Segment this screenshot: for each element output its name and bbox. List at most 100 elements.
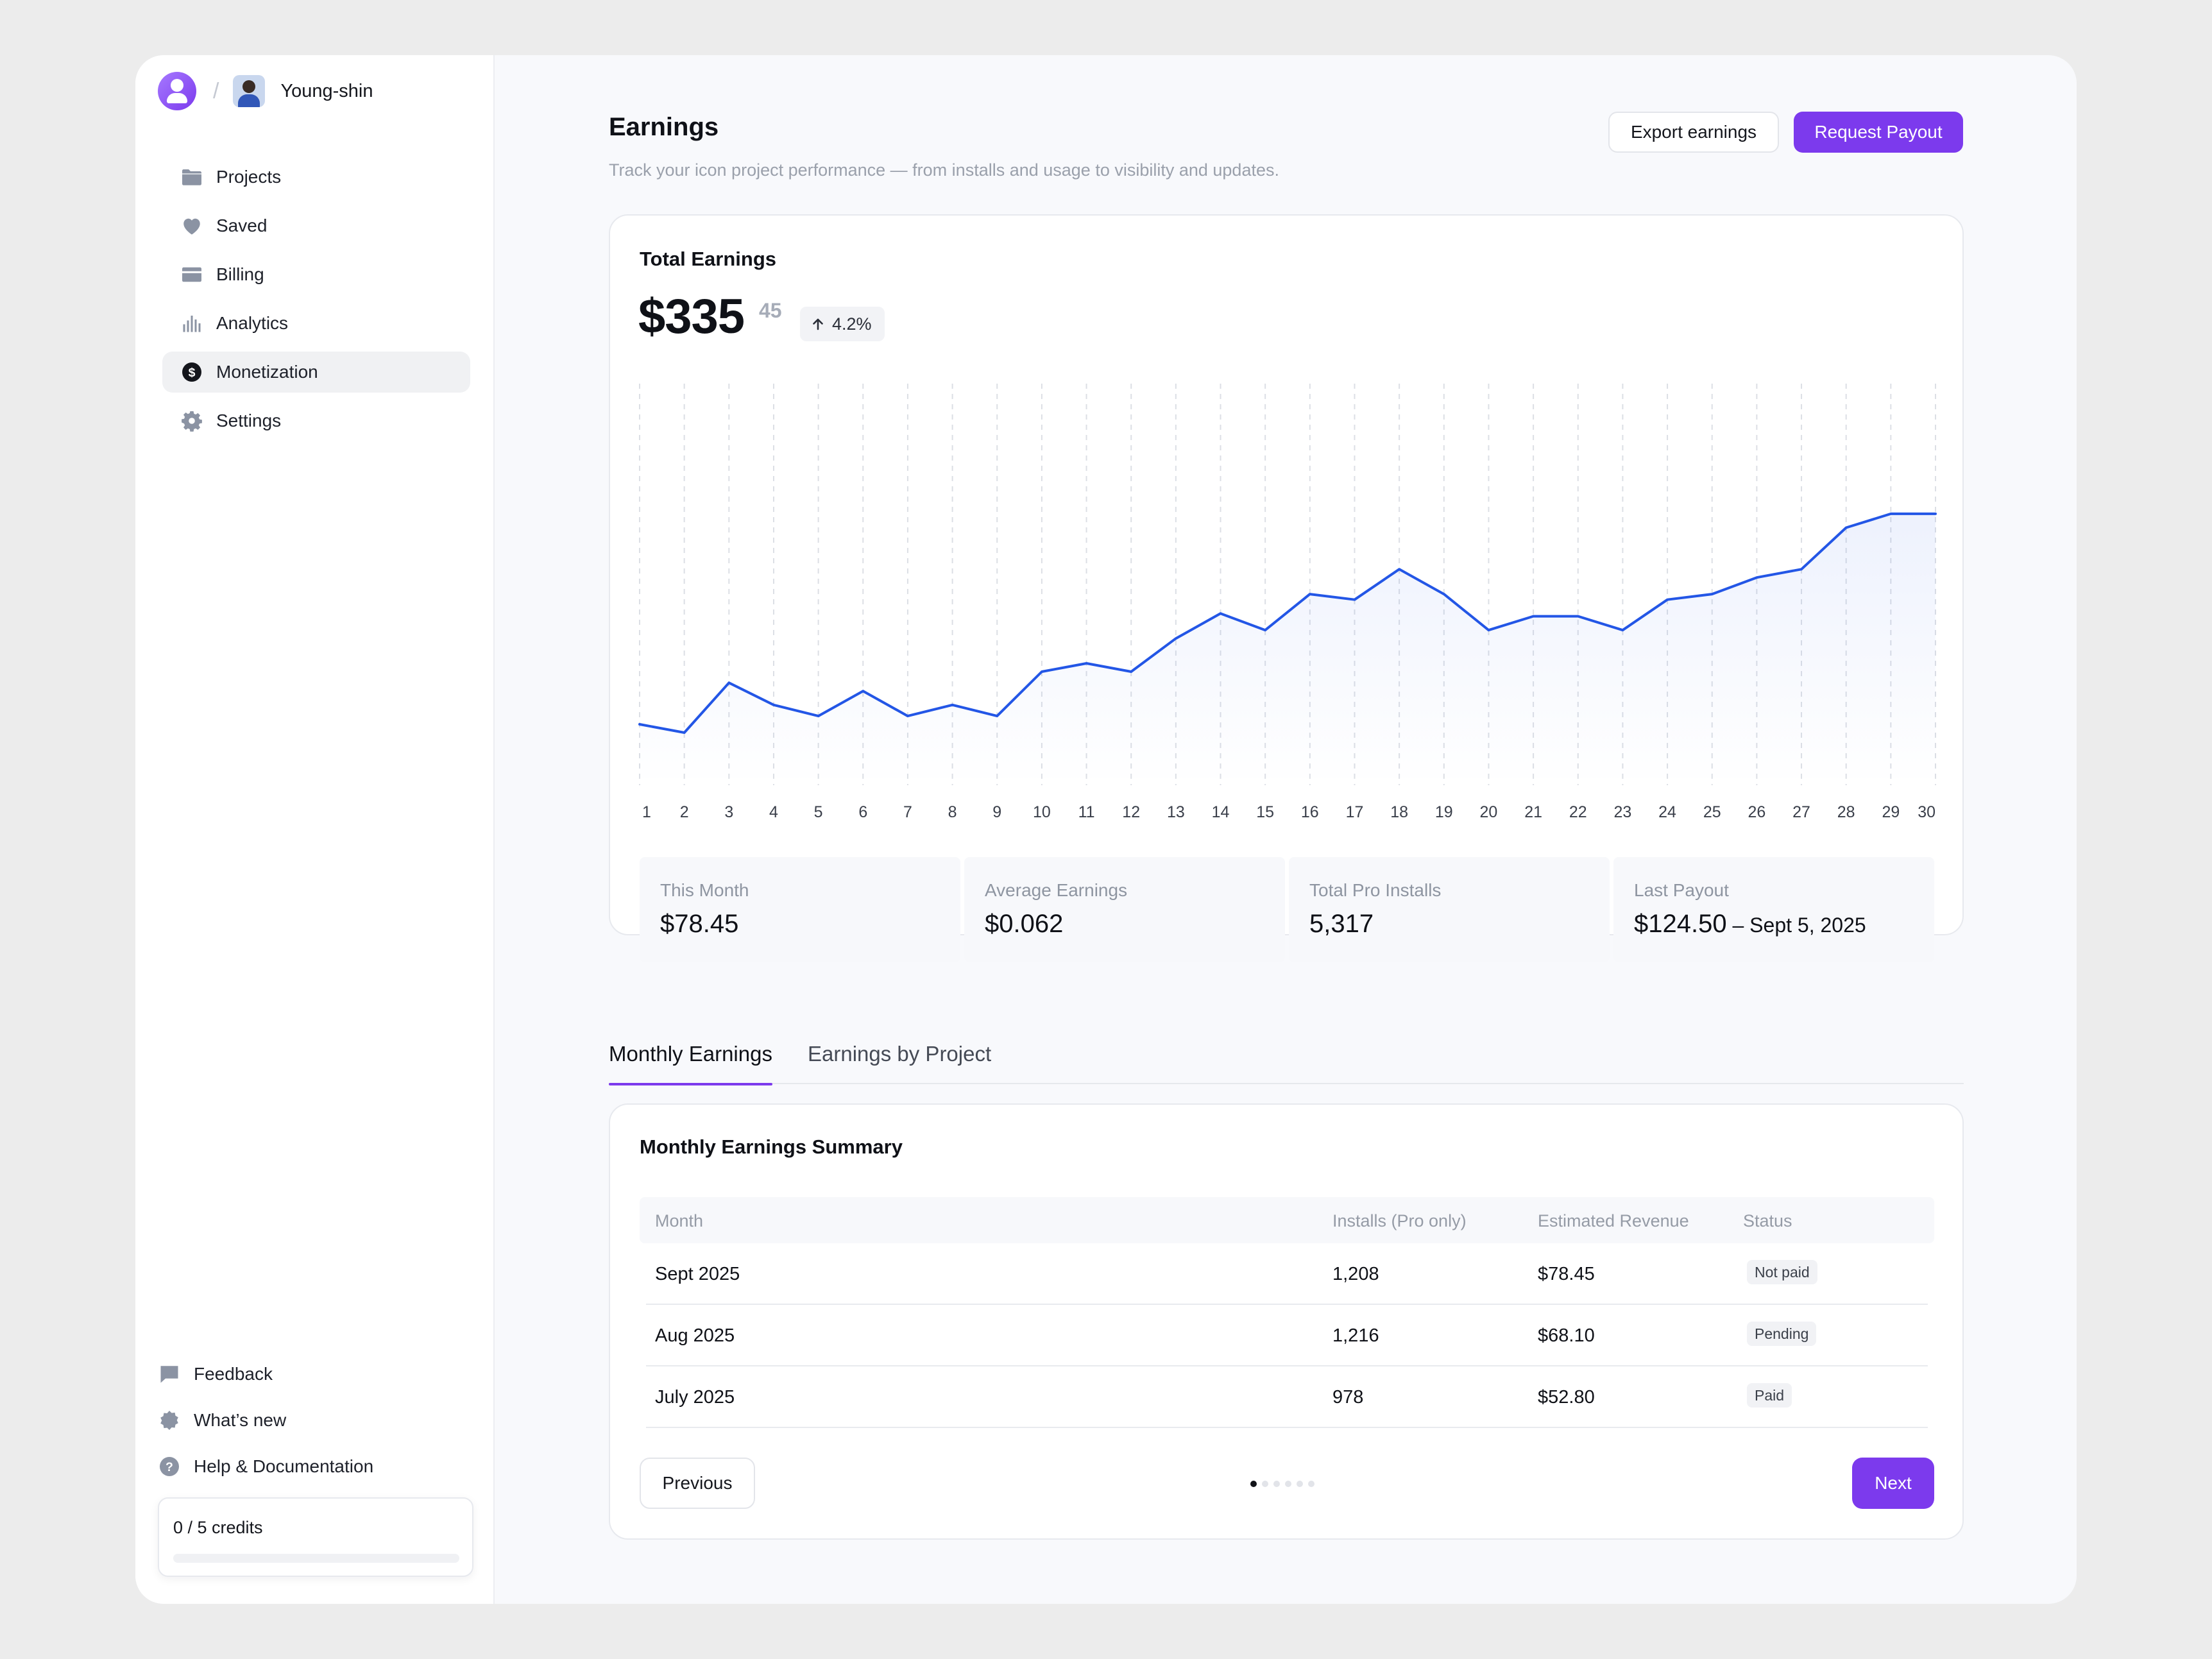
table-header: Month Installs (Pro only) Estimated Reve… [640, 1197, 1934, 1243]
help-icon: ? [160, 1457, 179, 1476]
change-value: 4.2% [832, 314, 872, 334]
x-tick-label: 3 [724, 803, 733, 821]
pagination-dot[interactable] [1297, 1481, 1303, 1487]
stat-value: $78.45 [660, 910, 739, 938]
x-tick-label: 1 [642, 803, 651, 821]
pagination-dot[interactable] [1262, 1481, 1268, 1487]
pagination-dot[interactable] [1273, 1481, 1280, 1487]
stat-value: $0.062 [985, 910, 1064, 938]
svg-text:$: $ [189, 366, 196, 380]
pagination-dot[interactable] [1285, 1481, 1291, 1487]
table-row[interactable]: Aug 2025 1,216 $68.10 Pending [640, 1305, 1934, 1366]
request-payout-button[interactable]: Request Payout [1794, 112, 1963, 153]
previous-button[interactable]: Previous [640, 1458, 755, 1509]
tab-monthly-earnings[interactable]: Monthly Earnings [609, 1039, 772, 1085]
tab-earnings-by-project[interactable]: Earnings by Project [808, 1042, 992, 1066]
change-badge: 4.2% [800, 307, 885, 341]
x-tick-label: 28 [1837, 803, 1855, 821]
total-earnings-title: Total Earnings [640, 248, 777, 270]
stat-label: Last Payout [1634, 880, 1729, 900]
cell-month: Sept 2025 [655, 1264, 740, 1284]
whats-new-label: What’s new [194, 1410, 287, 1430]
x-tick-label: 14 [1212, 803, 1230, 821]
total-earnings-cents: 45 [759, 299, 782, 322]
cell-revenue: $68.10 [1538, 1325, 1595, 1346]
whats-new-link[interactable]: What’s new [158, 1397, 373, 1443]
stat-label: Average Earnings [985, 880, 1128, 900]
help-link[interactable]: ? Help & Documentation [158, 1443, 373, 1490]
sidebar-item-billing[interactable]: Billing [162, 254, 470, 295]
pagination-dot[interactable] [1308, 1481, 1314, 1487]
column-header-month: Month [655, 1211, 704, 1230]
sidebar-item-monetization[interactable]: $ Monetization [162, 352, 470, 393]
x-tick-label: 12 [1122, 803, 1140, 821]
folder-icon [182, 169, 201, 185]
stat-total-pro-installs: Total Pro Installs 5,317 [1289, 857, 1610, 962]
dollar-icon: $ [182, 362, 201, 382]
x-tick-label: 17 [1346, 803, 1364, 821]
last-payout-amount: $124.50 [1634, 910, 1727, 938]
x-tick-label: 11 [1078, 803, 1095, 821]
sidebar-nav: Projects Saved Billing Analytics $ Monet… [162, 157, 470, 449]
x-tick-label: 30 [1918, 803, 1936, 821]
x-tick-label: 29 [1882, 803, 1900, 821]
table-row[interactable]: July 2025 978 $52.80 Paid [640, 1366, 1934, 1428]
summary-title: Monthly Earnings Summary [640, 1136, 903, 1158]
chat-icon [160, 1366, 178, 1383]
svg-text:?: ? [166, 1460, 173, 1474]
sidebar-item-label: Settings [216, 411, 282, 430]
credits-panel[interactable]: 0 / 5 credits [158, 1497, 473, 1577]
sidebar-item-settings[interactable]: Settings [162, 400, 470, 441]
account-switcher[interactable]: / Young-shin [158, 72, 373, 110]
gear-icon [182, 411, 202, 432]
x-tick-label: 20 [1480, 803, 1498, 821]
x-tick-label: 8 [948, 803, 957, 821]
credits-progress [173, 1554, 459, 1563]
bar-chart-icon [183, 316, 201, 332]
x-tick-label: 15 [1256, 803, 1274, 821]
cell-installs: 1,208 [1332, 1264, 1379, 1284]
x-tick-label: 23 [1614, 803, 1632, 821]
total-earnings-card: Total Earnings $335 45 4.2% 1 2 3 4 5 6 7 8 9 10 1… [609, 214, 1964, 962]
page-subtitle: Track your icon project performance — fr… [609, 160, 1279, 180]
table-row[interactable]: Sept 2025 1,208 $78.45 Not paid [640, 1243, 1934, 1305]
credits-label: 0 / 5 credits [173, 1518, 263, 1537]
x-tick-label: 27 [1792, 803, 1810, 821]
stat-value: 5,317 [1309, 910, 1374, 938]
next-button[interactable]: Next [1852, 1458, 1934, 1509]
cell-revenue: $78.45 [1538, 1264, 1595, 1284]
column-header-installs: Installs (Pro only) [1332, 1211, 1467, 1230]
x-tick-label: 4 [769, 803, 778, 821]
sidebar-item-label: Analytics [216, 313, 289, 333]
cell-installs: 978 [1332, 1387, 1364, 1408]
stat-last-payout: Last Payout $124.50 – Sept 5, 2025 [1613, 857, 1934, 962]
sidebar-footer-nav: Feedback What’s new ? Help & Documentati… [158, 1351, 373, 1490]
x-tick-label: 2 [680, 803, 689, 821]
app-window: / Young-shin Projects Saved Billing Anal… [135, 55, 2077, 1604]
badge-star-icon [160, 1411, 178, 1430]
last-payout-date: – Sept 5, 2025 [1726, 914, 1866, 937]
feedback-link[interactable]: Feedback [158, 1351, 373, 1397]
status-badge: Not paid [1747, 1260, 1817, 1284]
total-earnings-value: $335 [638, 289, 745, 344]
x-tick-label: 6 [858, 803, 867, 821]
stat-value: $124.50 – Sept 5, 2025 [1634, 910, 1866, 939]
sidebar-item-projects[interactable]: Projects [162, 157, 470, 198]
card-icon [182, 267, 201, 282]
cell-revenue: $52.80 [1538, 1387, 1595, 1408]
x-tick-label: 13 [1167, 803, 1185, 821]
earnings-area [640, 513, 1936, 785]
stat-label: This Month [660, 880, 749, 900]
x-tick-label: 18 [1390, 803, 1408, 821]
sidebar: / Young-shin Projects Saved Billing Anal… [135, 55, 495, 1604]
username: Young-shin [280, 80, 373, 101]
sidebar-item-saved[interactable]: Saved [162, 205, 470, 246]
column-header-revenue: Estimated Revenue [1538, 1211, 1689, 1230]
sidebar-item-analytics[interactable]: Analytics [162, 303, 470, 344]
feedback-label: Feedback [194, 1364, 273, 1384]
export-earnings-button[interactable]: Export earnings [1608, 112, 1779, 153]
pagination-dot[interactable] [1250, 1481, 1257, 1487]
earnings-tabs: Monthly Earnings Earnings by Project [609, 1039, 1964, 1085]
heart-icon [183, 218, 200, 235]
x-tick-label: 22 [1569, 803, 1587, 821]
